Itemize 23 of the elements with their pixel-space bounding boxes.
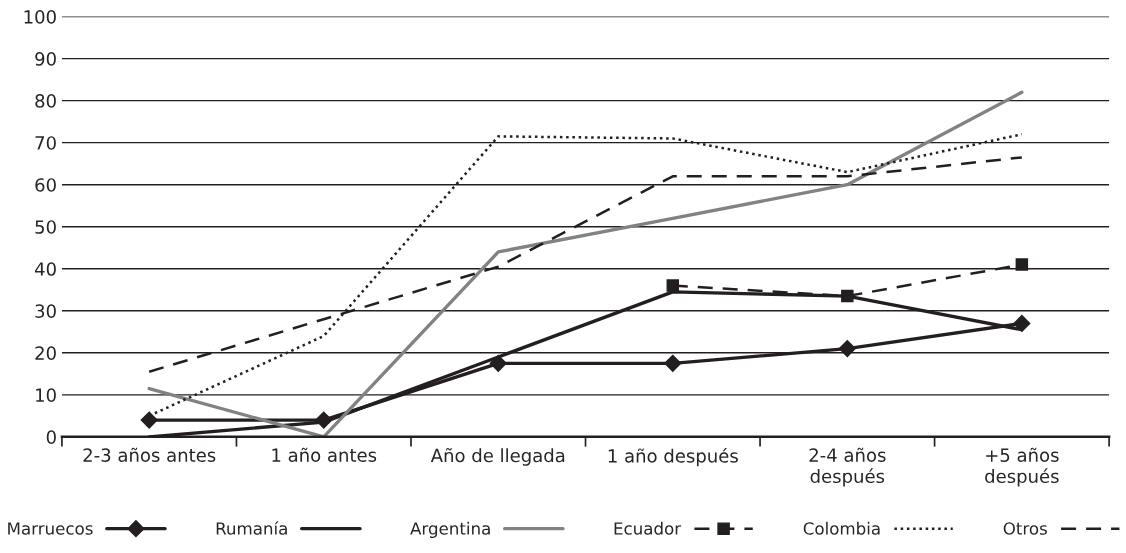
y-tick-label: 90 — [35, 52, 56, 66]
x-tick-label: 2-4 años después — [809, 447, 886, 487]
legend-label: Otros — [1003, 522, 1047, 535]
y-tick-label: 70 — [35, 136, 56, 150]
y-tick-label: 40 — [34, 262, 56, 276]
legend-label: Colombia — [803, 521, 880, 535]
x-tick-label: 1 año antes — [272, 447, 377, 462]
y-tick-label: 10 — [36, 388, 56, 402]
y-tick-label: 50 — [35, 220, 56, 234]
y-tick-label: 0 — [46, 430, 56, 444]
x-tick-label: +5 años después — [985, 447, 1059, 487]
y-tick-label: 80 — [35, 94, 56, 108]
legend-label: Ecuador — [614, 521, 682, 535]
x-tick-label: 1 año después — [608, 447, 738, 467]
y-tick-label: 20 — [35, 346, 56, 360]
y-tick-label: 60 — [35, 178, 56, 192]
legend-label: Marruecos — [8, 522, 93, 535]
legend-label: Argentina — [410, 521, 490, 538]
y-tick-label: 30 — [35, 304, 56, 318]
y-tick-label: 100 — [24, 10, 56, 24]
x-tick-label: 2-3 años antes — [83, 447, 216, 462]
x-tick-label: Año de llegada — [430, 447, 565, 466]
legend-label: Rumanía — [216, 521, 287, 535]
